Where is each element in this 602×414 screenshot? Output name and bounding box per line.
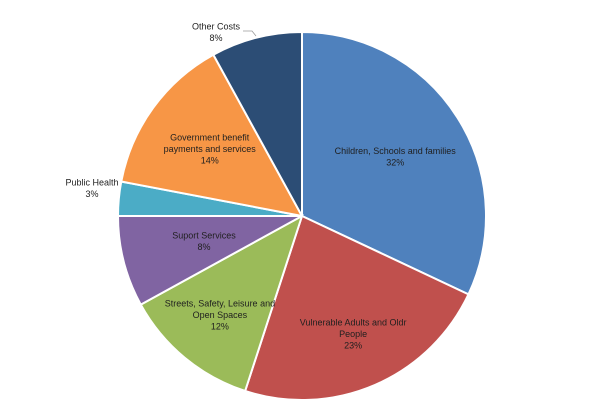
pie-slice-vulnerable-adults-and-oldr-people (243, 214, 470, 401)
pie-labels: Children, Schools and families 32% Vulnera… (65, 21, 456, 350)
pie-slice-children-schools-and-families (301, 30, 487, 296)
pie-slice-other-costs (211, 30, 303, 217)
slice-label-suport-services: Suport Services 8% (172, 230, 236, 252)
slice-label-line: Government benefit (170, 132, 250, 142)
pie-slice-streets-safety-leisure-and-open-spaces (139, 213, 304, 393)
slice-label-government-benefit-payments-and-services: Government benefit payments and services 1… (164, 132, 257, 165)
slice-label-line: Vulnerable Adults and Oldr (300, 318, 407, 328)
slice-percent: 32% (386, 158, 404, 168)
slice-percent: 8% (209, 33, 222, 43)
slice-percent: 23% (344, 341, 362, 351)
slice-label-line: Open Spaces (193, 310, 248, 320)
slice-label-other-costs: Other Costs 8% (192, 21, 241, 43)
slice-percent: 3% (85, 189, 98, 199)
leader-line-other-costs (243, 30, 257, 37)
slice-label-line: Public Health (65, 177, 118, 187)
slice-percent: 8% (197, 242, 210, 252)
slice-label-line: Streets, Safety, Leisure and (165, 299, 275, 309)
pie-slices (116, 30, 487, 401)
slice-label-line: Suport Services (172, 230, 236, 240)
slice-label-line: People (339, 329, 367, 339)
slice-label-line: Children, Schools and families (335, 146, 457, 156)
pie-slice-government-benefit-payments-and-services (120, 53, 304, 218)
slice-label-line: Other Costs (192, 21, 241, 31)
slice-label-children-schools-and-families: Children, Schools and families 32% (335, 146, 457, 168)
slice-label-vulnerable-adults-and-oldr-people: Vulnerable Adults and Oldr People 23% (300, 318, 407, 351)
slice-label-streets-safety-leisure-and-open-spaces: Streets, Safety, Leisure and Open Spaces 1… (165, 299, 275, 332)
slice-percent: 14% (201, 155, 219, 165)
slice-label-public-health: Public Health 3% (65, 177, 118, 199)
slice-label-line: payments and services (164, 144, 257, 154)
pie-slice-suport-services (116, 215, 303, 307)
slice-percent: 12% (211, 322, 229, 332)
